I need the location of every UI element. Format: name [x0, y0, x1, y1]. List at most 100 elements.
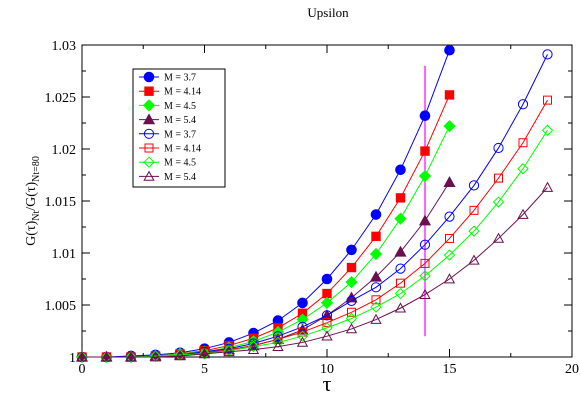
x-tick-label: 20 [565, 362, 579, 377]
legend-swatch-marker [142, 113, 156, 125]
series-8 [76, 181, 554, 362]
axis-ticks: 0 5 10 15 20 1 1.005 1.01 1.015 1.02 1.025 1.03 [45, 39, 580, 377]
data-point [174, 350, 186, 361]
legend-swatch-marker [142, 99, 156, 112]
y-label-sub2: Nt=80 [31, 156, 42, 182]
legend-swatch-marker [143, 128, 155, 139]
data-point [370, 301, 382, 313]
data-point [321, 310, 333, 321]
data-point [370, 209, 382, 220]
data-point [443, 273, 456, 284]
data-point [445, 233, 454, 243]
data-point [345, 323, 358, 334]
data-point [100, 351, 113, 362]
y-tick-label: 1.005 [45, 299, 77, 314]
data-point [418, 214, 432, 226]
data-point [443, 249, 456, 261]
chart-title: Upsilon [307, 5, 349, 20]
data-point [347, 307, 356, 317]
data-point [444, 90, 455, 100]
data-point [149, 351, 162, 362]
y-label-main: G(τ) [24, 220, 39, 245]
legend-label: M = 3.7 [164, 129, 196, 140]
data-point [76, 351, 88, 362]
data-point [296, 336, 309, 347]
x-axis-label: τ [323, 371, 332, 396]
data-point [248, 338, 259, 349]
data-point [369, 247, 383, 261]
data-point [322, 318, 332, 328]
data-point [198, 348, 211, 360]
legend-label: M = 5.4 [164, 115, 196, 126]
data-point [273, 334, 283, 344]
data-point [76, 351, 88, 363]
y-label-mid: /G(τ) [24, 181, 39, 210]
legend-entry: M = 3.7 [139, 128, 196, 140]
data-point [370, 313, 382, 324]
legend-entry: M = 5.4 [139, 170, 196, 183]
data-point [419, 288, 431, 299]
series-line [82, 130, 548, 358]
y-tick-label: 1.01 [52, 247, 77, 262]
data-point [297, 297, 308, 309]
legend-entry: M = 4.14 [139, 86, 201, 98]
legend-entry: M = 5.4 [139, 113, 196, 126]
legend-label: M = 4.14 [164, 87, 201, 98]
data-point [541, 124, 554, 136]
data-point [419, 270, 431, 282]
legend-label: M = 3.7 [164, 73, 196, 84]
data-point [469, 205, 479, 215]
y-label-sub1: Nt [31, 211, 42, 221]
data-point [493, 142, 504, 154]
data-point [223, 345, 235, 357]
data-point [492, 196, 505, 208]
series-layer [75, 44, 554, 364]
y-tick-label: 1.025 [45, 91, 77, 106]
data-point [542, 49, 553, 60]
data-point [541, 181, 554, 192]
y-tick-label: 1.03 [52, 39, 77, 54]
legend-entry: M = 4.14 [139, 143, 201, 155]
data-point [492, 232, 505, 243]
legend-label: M = 4.5 [164, 101, 196, 112]
data-point [100, 351, 113, 363]
legend-swatch-marker [143, 170, 155, 181]
data-point [346, 262, 357, 273]
data-point [345, 276, 358, 289]
data-point [296, 323, 309, 335]
legend-label: M = 5.4 [164, 172, 196, 183]
data-point [543, 95, 552, 105]
data-point [468, 180, 480, 191]
y-tick-label: 1 [69, 351, 76, 366]
data-point [369, 270, 383, 282]
data-point [395, 193, 406, 203]
legend-swatch-marker [143, 156, 155, 168]
legend-swatch-marker [144, 86, 154, 96]
data-point [125, 351, 137, 363]
data-point [418, 169, 432, 183]
data-point [125, 351, 137, 362]
data-point [198, 348, 211, 359]
data-point [321, 330, 333, 341]
data-point [444, 44, 455, 56]
data-point [420, 258, 430, 268]
data-point [419, 239, 431, 250]
data-point [371, 231, 381, 242]
y-tick-label: 1.02 [52, 143, 77, 158]
data-point [394, 245, 407, 257]
data-point [517, 163, 529, 175]
data-point [272, 340, 284, 351]
data-point [296, 330, 309, 342]
data-point [444, 211, 455, 222]
data-point [443, 176, 456, 187]
data-point [443, 120, 456, 133]
data-point [494, 173, 503, 183]
data-point [419, 110, 431, 122]
data-point [517, 99, 529, 110]
data-point [321, 322, 333, 334]
data-point [518, 138, 528, 148]
data-point [272, 336, 284, 349]
data-point [517, 208, 529, 219]
series-line [82, 50, 450, 358]
data-point [395, 263, 406, 274]
